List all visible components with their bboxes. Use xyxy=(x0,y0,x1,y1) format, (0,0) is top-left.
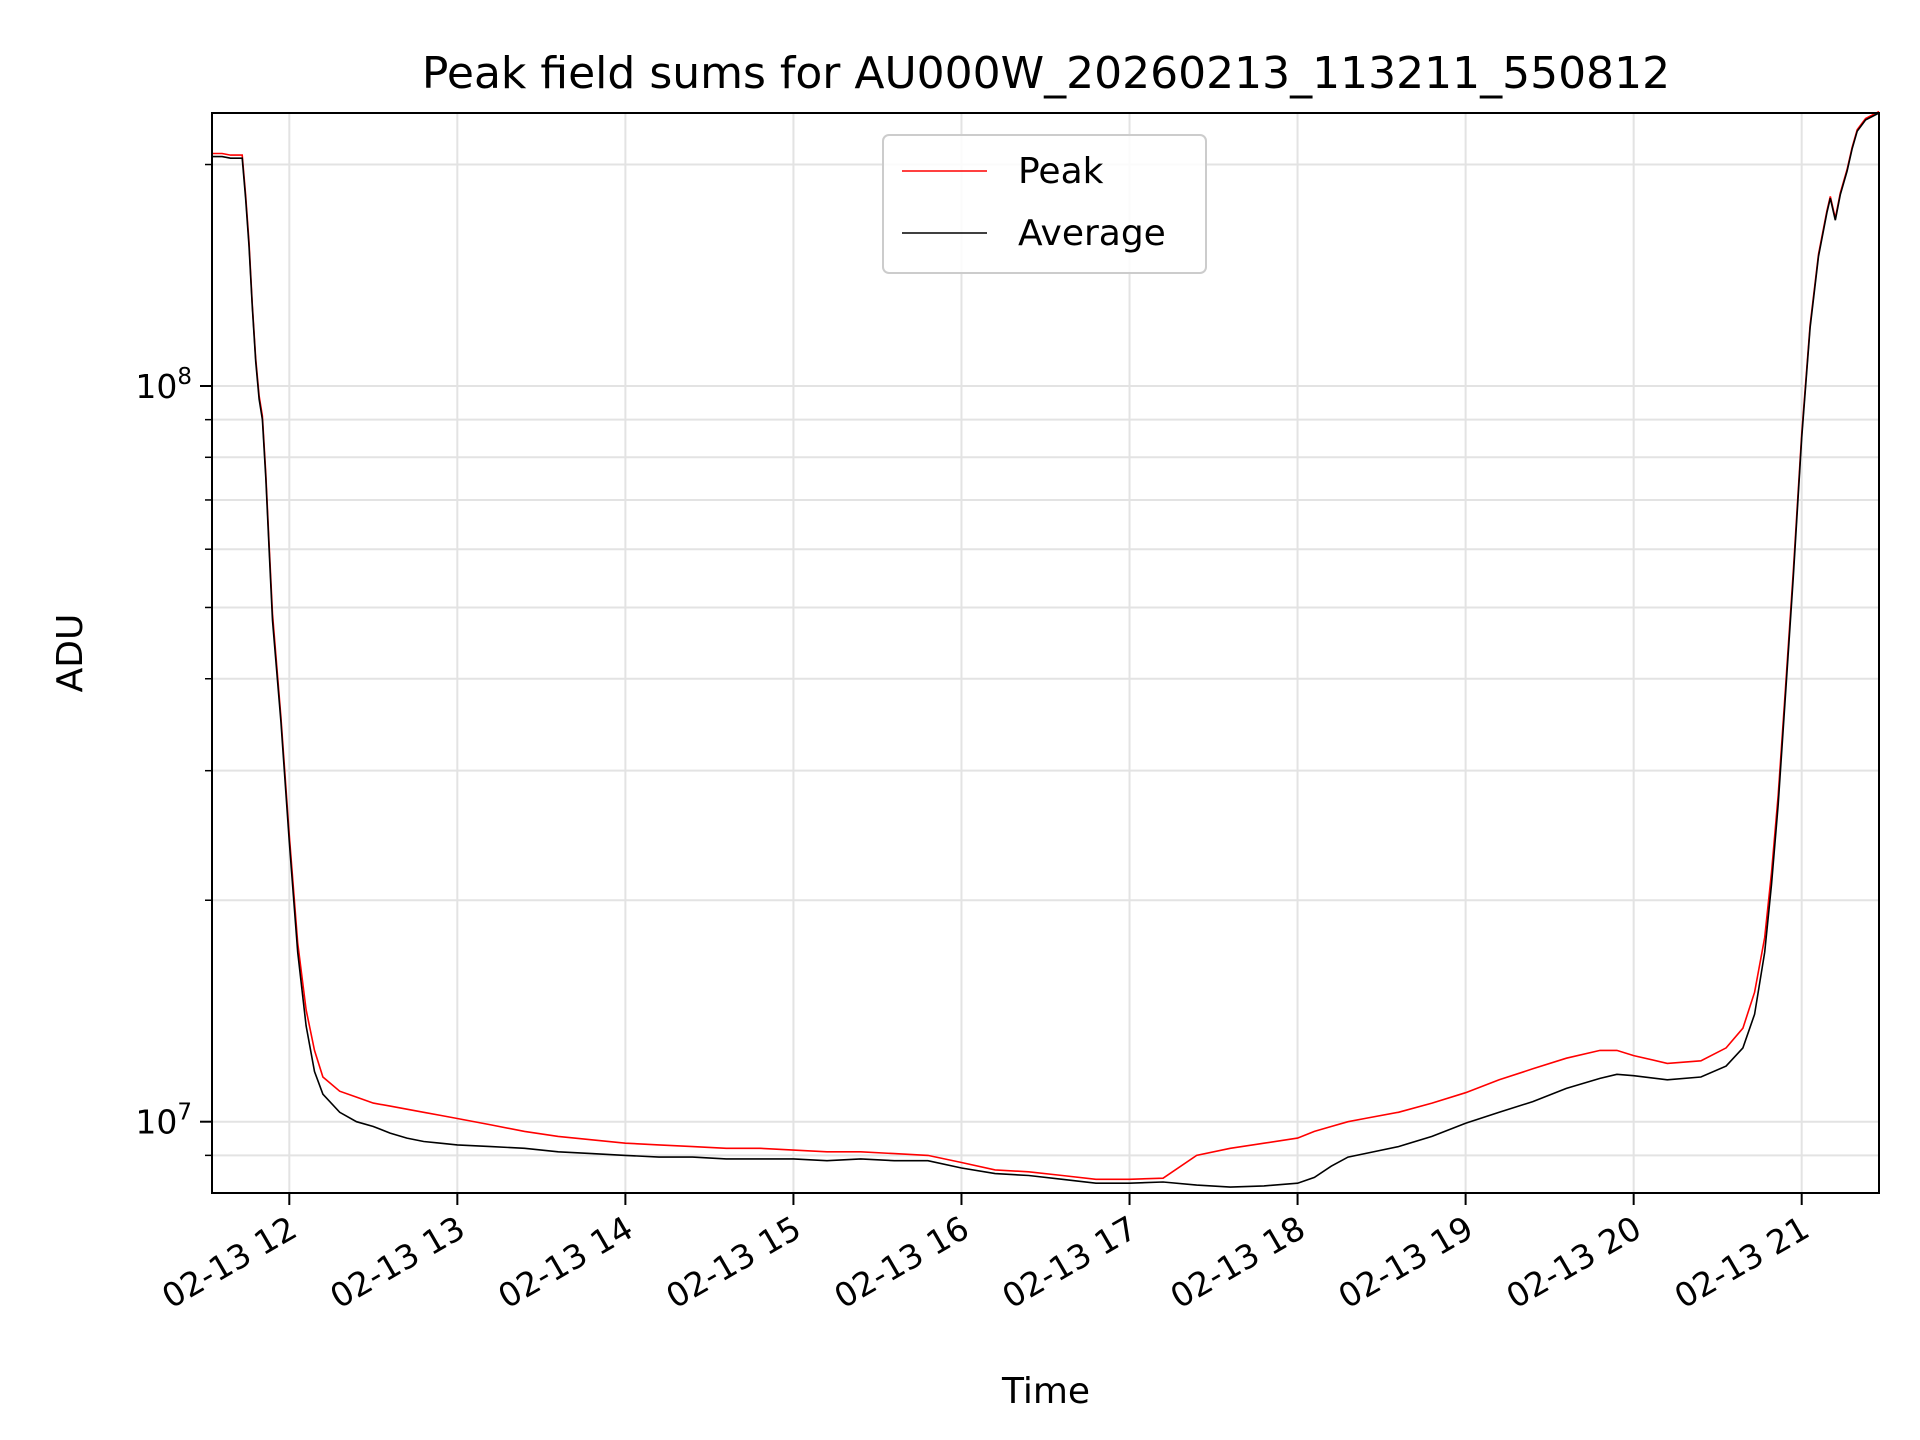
legend-label-peak: Peak xyxy=(1018,151,1104,192)
chart-title: Peak field sums for AU000W_20260213_1132… xyxy=(422,48,1670,99)
y-tick-label: 107 xyxy=(135,1100,192,1142)
plot-frame xyxy=(211,112,1880,1194)
y-axis: 107 108 xyxy=(135,364,212,1142)
x-axis-label: Time xyxy=(1001,1371,1090,1412)
series-line-average xyxy=(212,112,1880,1188)
y-tick-label: 108 xyxy=(135,364,192,406)
y-axis-label: ADU xyxy=(50,614,91,693)
series-layer xyxy=(212,110,1880,1188)
legend-label-average: Average xyxy=(1018,213,1166,254)
legend-box xyxy=(882,134,1207,274)
legend: Peak Average xyxy=(882,134,1207,274)
y-minor-ticks xyxy=(205,163,212,1157)
